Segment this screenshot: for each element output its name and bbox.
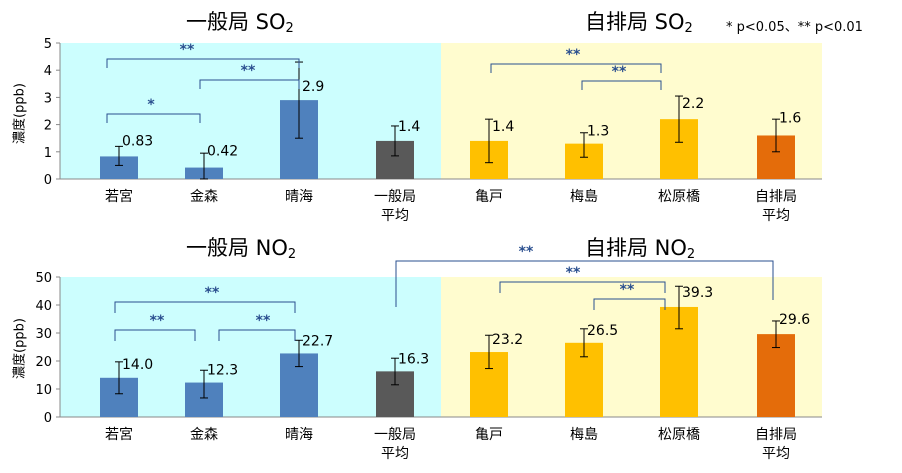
y-tick-label: 0: [44, 411, 52, 426]
data-label: 1.3: [587, 124, 609, 140]
x-tick-label: 梅島: [570, 427, 598, 443]
data-label: 2.9: [302, 79, 324, 95]
data-label: 16.3: [398, 351, 429, 367]
x-tick-label: 若宮: [105, 189, 133, 205]
x-tick-label: 平均: [381, 208, 409, 224]
significance-mark: **: [519, 244, 534, 260]
x-tick-label: 晴海: [285, 189, 313, 205]
x-tick-label: 松原橋: [658, 189, 700, 205]
y-tick-label: 50: [35, 271, 52, 286]
x-tick-label: 亀戸: [475, 189, 503, 205]
significance-note: * p<0.05、** p<0.01: [726, 20, 863, 35]
data-label: 0.83: [122, 133, 153, 149]
significance-mark: **: [612, 64, 627, 80]
y-tick-label: 4: [44, 64, 52, 79]
y-tick-label: 0: [44, 173, 52, 188]
y-tick-label: 1: [44, 146, 52, 161]
data-label: 1.4: [398, 119, 420, 135]
significance-bracket: [199, 79, 300, 89]
data-label: 1.6: [779, 110, 801, 126]
title-so2-general: 一般局 SO2: [186, 10, 294, 36]
x-tick-label: 一般局: [374, 189, 416, 205]
significance-bracket: [106, 113, 201, 123]
y-tick-label: 2: [44, 119, 52, 134]
data-label: 23.2: [492, 332, 523, 348]
significance-bracket: [490, 63, 662, 73]
significance-bracket: [581, 80, 662, 90]
significance-mark: **: [566, 47, 581, 63]
significance-mark: **: [256, 313, 271, 329]
x-tick-label: 梅島: [570, 189, 598, 205]
data-label: 26.5: [587, 323, 618, 339]
data-label: 22.7: [302, 333, 333, 349]
significance-mark: **: [620, 282, 635, 298]
significance-mark: **: [241, 63, 256, 79]
data-label: 29.6: [779, 312, 810, 328]
data-label: 0.42: [207, 144, 238, 160]
x-tick-label: 金森: [190, 189, 218, 205]
y-tick-label: 20: [35, 355, 52, 370]
y-tick-label: 10: [35, 383, 52, 398]
title-so2-roadside: 自排局 SO2: [585, 10, 693, 36]
significance-bracket: [593, 298, 666, 310]
x-tick-label: 自排局: [755, 427, 797, 443]
significance-bracket: [106, 58, 300, 68]
significance-mark: **: [180, 42, 195, 58]
title-no2-roadside: 自排局 NO2: [585, 236, 696, 262]
title-no2-general: 一般局 NO2: [186, 236, 297, 262]
data-label: 2.2: [682, 96, 704, 112]
x-tick-label: 亀戸: [475, 427, 503, 443]
x-tick-label: 若宮: [105, 427, 133, 443]
significance-mark: *: [147, 97, 155, 113]
y-tick-label: 5: [44, 37, 52, 52]
y-tick-label: 30: [35, 327, 52, 342]
data-label: 14.0: [122, 357, 153, 373]
bar: [100, 156, 138, 179]
data-label: 12.3: [207, 363, 238, 379]
data-label: 1.4: [492, 119, 514, 135]
x-tick-label: 金森: [190, 427, 218, 443]
significance-bracket: [114, 301, 296, 313]
y-tick-label: 40: [35, 299, 52, 314]
y-tick-label: 3: [44, 91, 52, 106]
data-label: 39.3: [682, 285, 713, 301]
x-tick-label: 一般局: [374, 427, 416, 443]
x-tick-label: 平均: [762, 446, 790, 462]
x-tick-label: 晴海: [285, 427, 313, 443]
significance-mark: **: [566, 265, 581, 281]
x-tick-label: 松原橋: [658, 427, 700, 443]
significance-mark: **: [150, 313, 165, 329]
significance-mark: **: [205, 285, 220, 301]
significance-bracket: [218, 329, 296, 341]
x-tick-label: 平均: [762, 208, 790, 224]
significance-bracket: [395, 260, 774, 307]
significance-bracket: [499, 281, 666, 293]
x-tick-label: 平均: [381, 446, 409, 462]
significance-bracket: [114, 329, 196, 341]
x-tick-label: 自排局: [755, 189, 797, 205]
